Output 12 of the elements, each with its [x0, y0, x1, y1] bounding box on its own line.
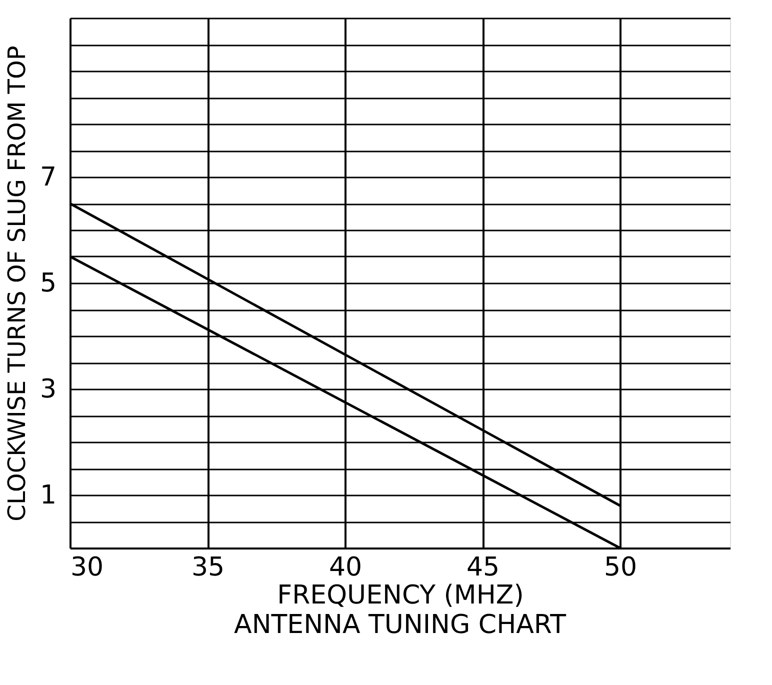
- x-tick-label: 30: [70, 552, 104, 582]
- x-tick-label: 40: [328, 552, 362, 582]
- text: ANTENNA TUNING CHART: [234, 610, 566, 640]
- x-tick-label: 35: [191, 552, 225, 582]
- y-axis-title: CLOCKWISE TURNS OF SLUG FROM TOP: [2, 46, 31, 522]
- y-tick-label: 1: [40, 480, 56, 510]
- x-tick-label: 50: [604, 552, 638, 582]
- y-tick-label: 3: [40, 374, 56, 404]
- x-tick-label: 45: [466, 552, 500, 582]
- y-tick-label: 5: [40, 268, 56, 298]
- y-tick-label: 7: [40, 162, 56, 192]
- x-axis-title: FREQUENCY (MHZ): [277, 580, 524, 610]
